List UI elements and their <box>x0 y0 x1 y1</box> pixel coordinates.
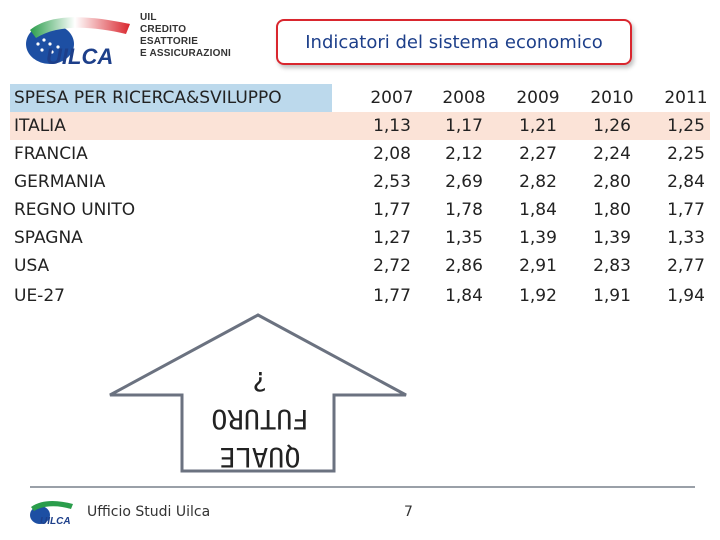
table-cell: 1,77 <box>373 200 411 220</box>
arrow-label-line: QUALE <box>219 441 301 472</box>
page-number: 7 <box>404 504 413 520</box>
up-arrow-shape <box>109 313 407 473</box>
table-cell: 1,25 <box>667 116 705 136</box>
logo-wordmark: UILCA <box>46 44 113 68</box>
table-cell: 2,27 <box>519 144 557 164</box>
table-cell: 1,26 <box>593 116 631 136</box>
arrow-label: QUALE FUTURO ? <box>185 355 335 475</box>
table-cell: 1,92 <box>519 286 557 306</box>
table-cell: 1,39 <box>519 228 557 248</box>
uilca-logo-mark: UILCA <box>26 17 130 68</box>
uilca-logo: UILCA UIL CREDITO ESATTORIE E ASSICURAZI… <box>22 8 252 70</box>
table-header-label: SPESA PER RICERCA&SVILUPPO <box>10 84 332 112</box>
table-cell: 1,84 <box>519 200 557 220</box>
logo-line: E ASSICURAZIONI <box>140 48 231 59</box>
table-cell: 2,84 <box>667 172 705 192</box>
country-label: FRANCIA <box>14 144 88 164</box>
svg-text:UILCA: UILCA <box>40 516 71 527</box>
table-row: USA 2,72 2,86 2,91 2,83 2,77 <box>10 252 710 280</box>
arrow-label-line: FUTURO <box>211 403 309 434</box>
table-cell: 2,91 <box>519 256 557 276</box>
slide-title-box: Indicatori del sistema economico <box>276 19 632 65</box>
country-label: USA <box>14 256 50 276</box>
year-header: 2007 <box>370 88 414 108</box>
table-cell: 1,27 <box>373 228 411 248</box>
table-cell: 2,80 <box>593 172 631 192</box>
table-row: SPAGNA 1,27 1,35 1,39 1,39 1,33 <box>10 224 710 252</box>
country-label: ITALIA <box>14 116 66 136</box>
table-cell: 1,39 <box>593 228 631 248</box>
table-cell: 2,83 <box>593 256 631 276</box>
table-cell: 2,53 <box>373 172 411 192</box>
table-cell: 1,77 <box>667 200 705 220</box>
country-label: GERMANIA <box>14 172 106 192</box>
table-cell: 2,08 <box>373 144 411 164</box>
slide-title: Indicatori del sistema economico <box>305 31 603 53</box>
table-row: GERMANIA 2,53 2,69 2,82 2,80 2,84 <box>10 168 710 196</box>
footer-divider <box>30 486 695 488</box>
table-cell: 1,80 <box>593 200 631 220</box>
table-cell: 1,94 <box>667 286 705 306</box>
year-header: 2010 <box>590 88 634 108</box>
year-header: 2008 <box>442 88 486 108</box>
table-cell: 2,86 <box>445 256 483 276</box>
table-row: ITALIA 1,13 1,17 1,21 1,26 1,25 <box>10 112 710 140</box>
table-header-row: SPESA PER RICERCA&SVILUPPO 2007 2008 200… <box>10 84 710 112</box>
table-cell: 1,13 <box>373 116 411 136</box>
logo-line: ESATTORIE <box>140 36 199 47</box>
table-row: UE-27 1,77 1,84 1,92 1,91 1,94 <box>10 282 710 310</box>
arrow-label-line: ? <box>251 365 269 396</box>
table-cell: 1,78 <box>445 200 483 220</box>
table-cell: 2,25 <box>667 144 705 164</box>
year-header: 2009 <box>516 88 560 108</box>
table-cell: 1,84 <box>445 286 483 306</box>
country-label: SPAGNA <box>14 228 83 248</box>
table-cell: 2,82 <box>519 172 557 192</box>
logo-text-block: UIL CREDITO ESATTORIE E ASSICURAZIONI <box>140 12 252 60</box>
footer-label: Ufficio Studi Uilca <box>87 504 211 520</box>
table-row: REGNO UNITO 1,77 1,78 1,84 1,80 1,77 <box>10 196 710 224</box>
table-cell: 1,33 <box>667 228 705 248</box>
table-cell: 2,24 <box>593 144 631 164</box>
table-cell: 1,17 <box>445 116 483 136</box>
logo-line: CREDITO <box>140 24 187 35</box>
table-cell: 1,21 <box>519 116 557 136</box>
table-cell: 2,12 <box>445 144 483 164</box>
table-cell: 1,35 <box>445 228 483 248</box>
logo-line: UIL <box>140 12 157 23</box>
footer-uilca-logo: UILCA <box>30 500 73 527</box>
table-cell: 2,77 <box>667 256 705 276</box>
table-cell: 2,72 <box>373 256 411 276</box>
table-cell: 2,69 <box>445 172 483 192</box>
table-cell: 1,91 <box>593 286 631 306</box>
country-label: REGNO UNITO <box>14 200 136 220</box>
year-header: 2011 <box>664 88 708 108</box>
table-cell: 1,77 <box>373 286 411 306</box>
country-label: UE-27 <box>14 286 65 306</box>
table-row: FRANCIA 2,08 2,12 2,27 2,24 2,25 <box>10 140 710 168</box>
